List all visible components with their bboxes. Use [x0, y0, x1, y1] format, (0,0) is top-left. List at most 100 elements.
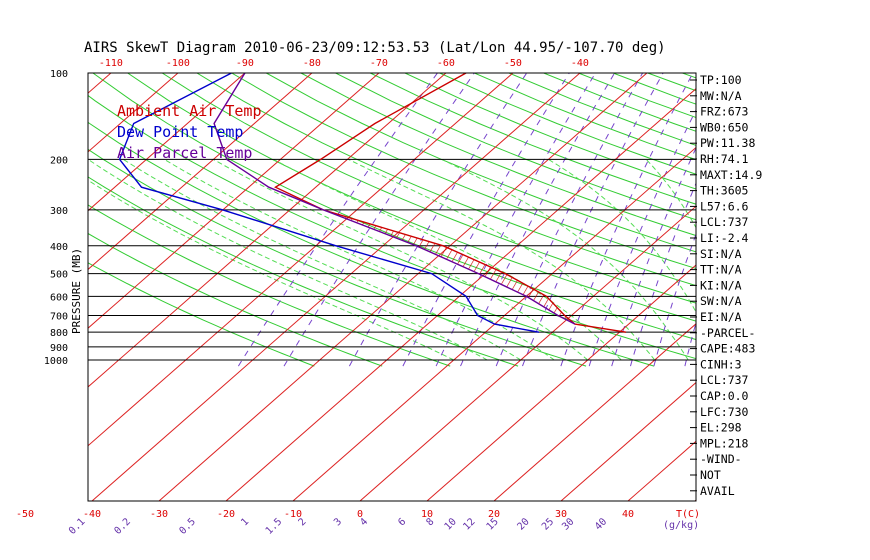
top-temp-tick-label: -60: [437, 58, 455, 69]
isotherm: [88, 73, 246, 212]
dry-adiabat: [266, 73, 696, 253]
isotherm: [359, 205, 696, 501]
isotherm: [158, 73, 648, 501]
isotherm: [88, 73, 112, 94]
isotherm: [88, 73, 514, 447]
bottom-temp-tick-label: -40: [83, 509, 101, 520]
temp-unit-label: T(C): [676, 509, 700, 520]
index-value: TH:3605: [700, 184, 748, 198]
dry-adiabat: [300, 73, 696, 237]
dry-adiabat: [92, 73, 696, 341]
index-value: CINH:3: [700, 357, 742, 371]
dry-adiabat: [88, 204, 451, 367]
top-temp-tick-label: -100: [166, 58, 190, 69]
dry-adiabat: [474, 73, 696, 161]
bottom-temp-tick-label: 20: [488, 509, 500, 520]
dry-adiabat: [88, 121, 655, 367]
index-value: TP:100: [700, 73, 742, 87]
isotherm: [0, 73, 44, 501]
mixing-ratio-tick-label: 1: [239, 516, 251, 528]
top-temp-tick-label: -40: [571, 58, 589, 69]
dry-adiabat: [752, 73, 870, 366]
index-value: LCL:737: [700, 373, 749, 387]
pressure-tick-label: 800: [50, 328, 68, 339]
index-value: LFC:730: [700, 405, 749, 419]
mixing-ratio-tick-label: 2: [297, 516, 309, 528]
mixing-ratio-tick-label: 12: [461, 516, 477, 532]
pressure-tick-label: 600: [50, 292, 68, 303]
mixing-ratio-tick-label: 40: [593, 516, 609, 532]
moist-adiabat: [164, 158, 555, 361]
mixing-ratio-tick-label: 20: [515, 516, 531, 532]
series-line-2: [118, 73, 540, 333]
mixing-ratio-line: [495, 73, 644, 367]
isotherm: [88, 73, 313, 271]
dry-adiabat: [161, 73, 696, 304]
index-value: MAXT:14.9: [700, 168, 762, 182]
index-value: EI:N/A: [700, 310, 742, 324]
top-temp-tick-label: -50: [504, 58, 522, 69]
chart-title: AIRS SkewT Diagram 2010-06-23/09:12:53.5…: [84, 40, 666, 56]
index-value: L57:6.6: [700, 199, 749, 213]
top-temp-tick-label: -80: [303, 58, 321, 69]
dry-adiabat: [196, 73, 696, 287]
legend-entry: Air Parcel Temp: [117, 144, 252, 162]
isotherm: [426, 264, 696, 501]
index-value: SI:N/A: [700, 247, 742, 261]
isotherm: [493, 323, 696, 501]
top-temp-tick-label: -70: [370, 58, 388, 69]
pressure-tick-label: 900: [50, 343, 68, 354]
isotherm: [292, 146, 696, 501]
legend-entry: Dew Point Temp: [117, 123, 243, 141]
dry-adiabat: [88, 176, 519, 367]
pressure-tick-label: 300: [50, 206, 68, 217]
dry-adiabat: [231, 73, 696, 270]
dry-adiabat: [88, 262, 315, 367]
index-value: SW:N/A: [700, 294, 742, 308]
mixing-ratio-line: [283, 73, 475, 367]
index-value: WB0:650: [700, 120, 749, 134]
pressure-tick-label: 400: [50, 242, 68, 253]
pressure-tick-label: 200: [50, 155, 68, 166]
mixing-ratio-line: [630, 182, 696, 367]
dry-adiabat: [88, 232, 383, 367]
mixing-ratio-line: [435, 73, 596, 367]
mixing-ratio-line: [460, 73, 616, 367]
isotherm: [762, 73, 870, 501]
index-value: RH:74.1: [700, 152, 749, 166]
dry-adiabat: [370, 73, 696, 205]
mixing-ratio-tick-label: 0.2: [112, 516, 133, 537]
isotherm: [560, 381, 696, 501]
moist-adiabat: [88, 179, 454, 361]
isotherm: [88, 73, 380, 329]
index-value: AVAIL: [700, 484, 735, 498]
index-value: LCL:737: [700, 215, 749, 229]
index-value: FRZ:673: [700, 105, 749, 119]
mixing-ratio-tick-label: 3: [332, 516, 344, 528]
pressure-tick-label: 500: [50, 270, 68, 281]
top-temp-tick-label: -110: [99, 58, 123, 69]
index-value: -PARCEL-: [700, 326, 755, 340]
isotherm: [225, 88, 696, 501]
mixing-ratio-line: [348, 73, 528, 367]
bottom-temp-tick-label: -50: [16, 509, 34, 520]
dry-adiabat: [88, 94, 696, 360]
index-value: CAP:0.0: [700, 389, 749, 403]
index-value: LI:-2.4: [700, 231, 749, 245]
mixing-ratio-tick-label: 10: [443, 516, 459, 532]
mixing-ratio-line: [522, 73, 664, 367]
dry-adiabat: [335, 73, 696, 221]
mixing-ratio-tick-label: 1.5: [264, 516, 285, 537]
pressure-tick-label: 100: [50, 69, 68, 80]
bottom-temp-tick-label: -20: [217, 509, 235, 520]
index-value: KI:N/A: [700, 278, 742, 292]
mixing-ratio-tick-label: 4: [358, 516, 370, 528]
y-axis-label: PRESSURE (MB): [70, 248, 83, 334]
bottom-temp-tick-label: 0: [357, 509, 363, 520]
mixing-ratio-tick-label: 8: [424, 516, 436, 528]
index-value: NOT: [700, 468, 721, 482]
pressure-tick-label: 700: [50, 312, 68, 323]
index-value: EL:298: [700, 421, 742, 435]
legend-entry: Ambient Air Temp: [117, 102, 262, 120]
index-value: CAPE:483: [700, 342, 755, 356]
